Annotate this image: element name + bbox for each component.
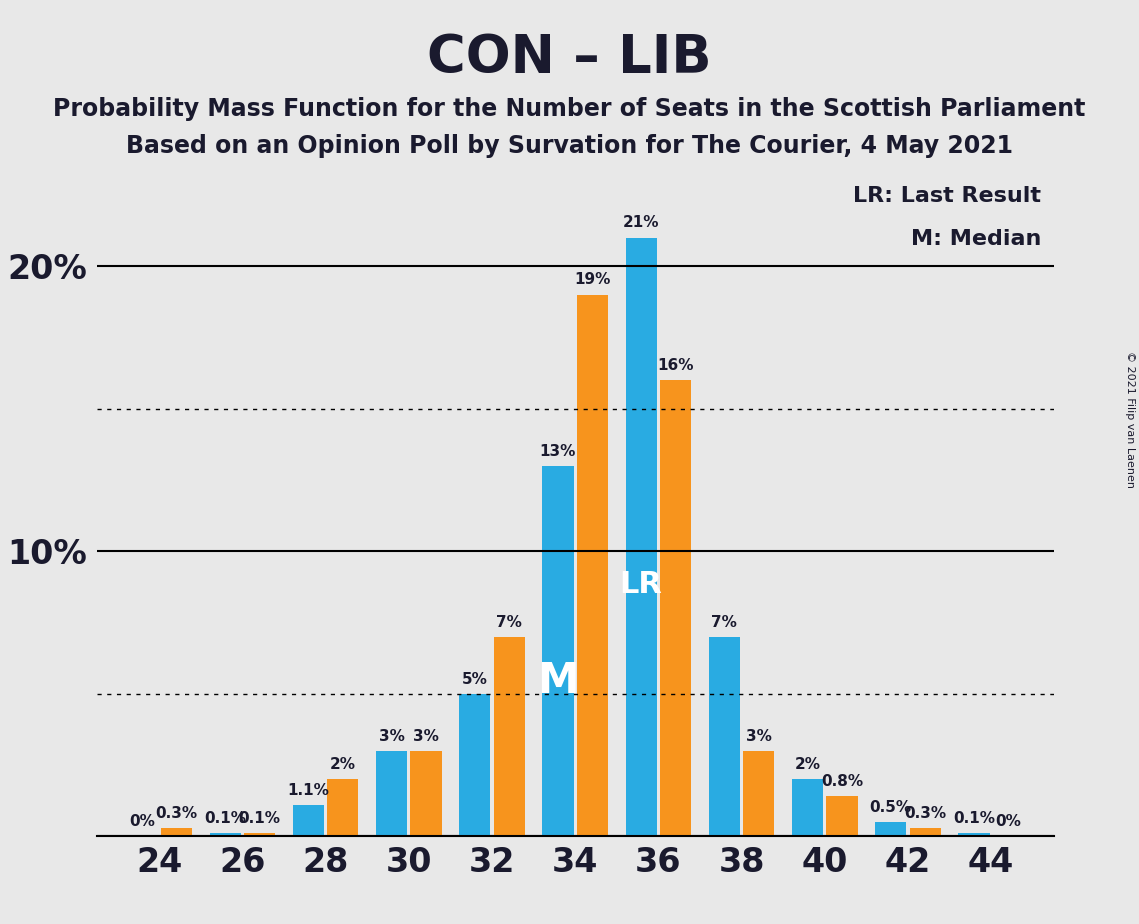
Bar	[410, 750, 442, 836]
Text: M: M	[538, 660, 579, 701]
Text: 7%: 7%	[497, 614, 522, 629]
Bar	[493, 637, 525, 836]
Text: © 2021 Filip van Laenen: © 2021 Filip van Laenen	[1125, 351, 1134, 488]
Bar	[244, 833, 276, 836]
Bar	[661, 380, 691, 836]
Text: 0.8%: 0.8%	[821, 774, 863, 789]
Bar	[958, 833, 990, 836]
Text: 2%: 2%	[795, 757, 820, 772]
Text: 1.1%: 1.1%	[287, 783, 329, 797]
Text: 0.1%: 0.1%	[239, 811, 280, 826]
Text: LR: Last Result: LR: Last Result	[853, 187, 1041, 206]
Text: Based on an Opinion Poll by Survation for The Courier, 4 May 2021: Based on an Opinion Poll by Survation fo…	[126, 134, 1013, 158]
Text: 0%: 0%	[995, 814, 1022, 829]
Bar	[827, 796, 858, 836]
Bar	[161, 828, 192, 836]
Text: 16%: 16%	[657, 358, 694, 373]
Bar	[327, 779, 359, 836]
Bar	[293, 805, 323, 836]
Text: 3%: 3%	[746, 729, 772, 744]
Bar	[875, 822, 907, 836]
Text: M: Median: M: Median	[911, 229, 1041, 249]
Text: 3%: 3%	[413, 729, 439, 744]
Bar	[210, 833, 240, 836]
Bar	[625, 237, 657, 836]
Bar	[542, 466, 574, 836]
Text: 0.5%: 0.5%	[870, 800, 912, 815]
Bar	[708, 637, 740, 836]
Text: 3%: 3%	[378, 729, 404, 744]
Text: 0.1%: 0.1%	[204, 811, 246, 826]
Text: 5%: 5%	[461, 672, 487, 687]
Text: LR: LR	[620, 570, 663, 600]
Text: 2%: 2%	[330, 757, 355, 772]
Text: 19%: 19%	[574, 273, 611, 287]
Text: Probability Mass Function for the Number of Seats in the Scottish Parliament: Probability Mass Function for the Number…	[54, 97, 1085, 121]
Text: 13%: 13%	[540, 444, 576, 458]
Text: 0.3%: 0.3%	[155, 806, 197, 821]
Bar	[459, 694, 490, 836]
Bar	[910, 828, 941, 836]
Text: 0%: 0%	[129, 814, 155, 829]
Bar	[792, 779, 823, 836]
Bar	[376, 750, 407, 836]
Bar	[744, 750, 775, 836]
Text: CON – LIB: CON – LIB	[427, 32, 712, 84]
Text: 7%: 7%	[712, 614, 737, 629]
Text: 0.1%: 0.1%	[953, 811, 994, 826]
Text: 21%: 21%	[623, 215, 659, 230]
Text: 0.3%: 0.3%	[904, 806, 947, 821]
Bar	[576, 295, 608, 836]
